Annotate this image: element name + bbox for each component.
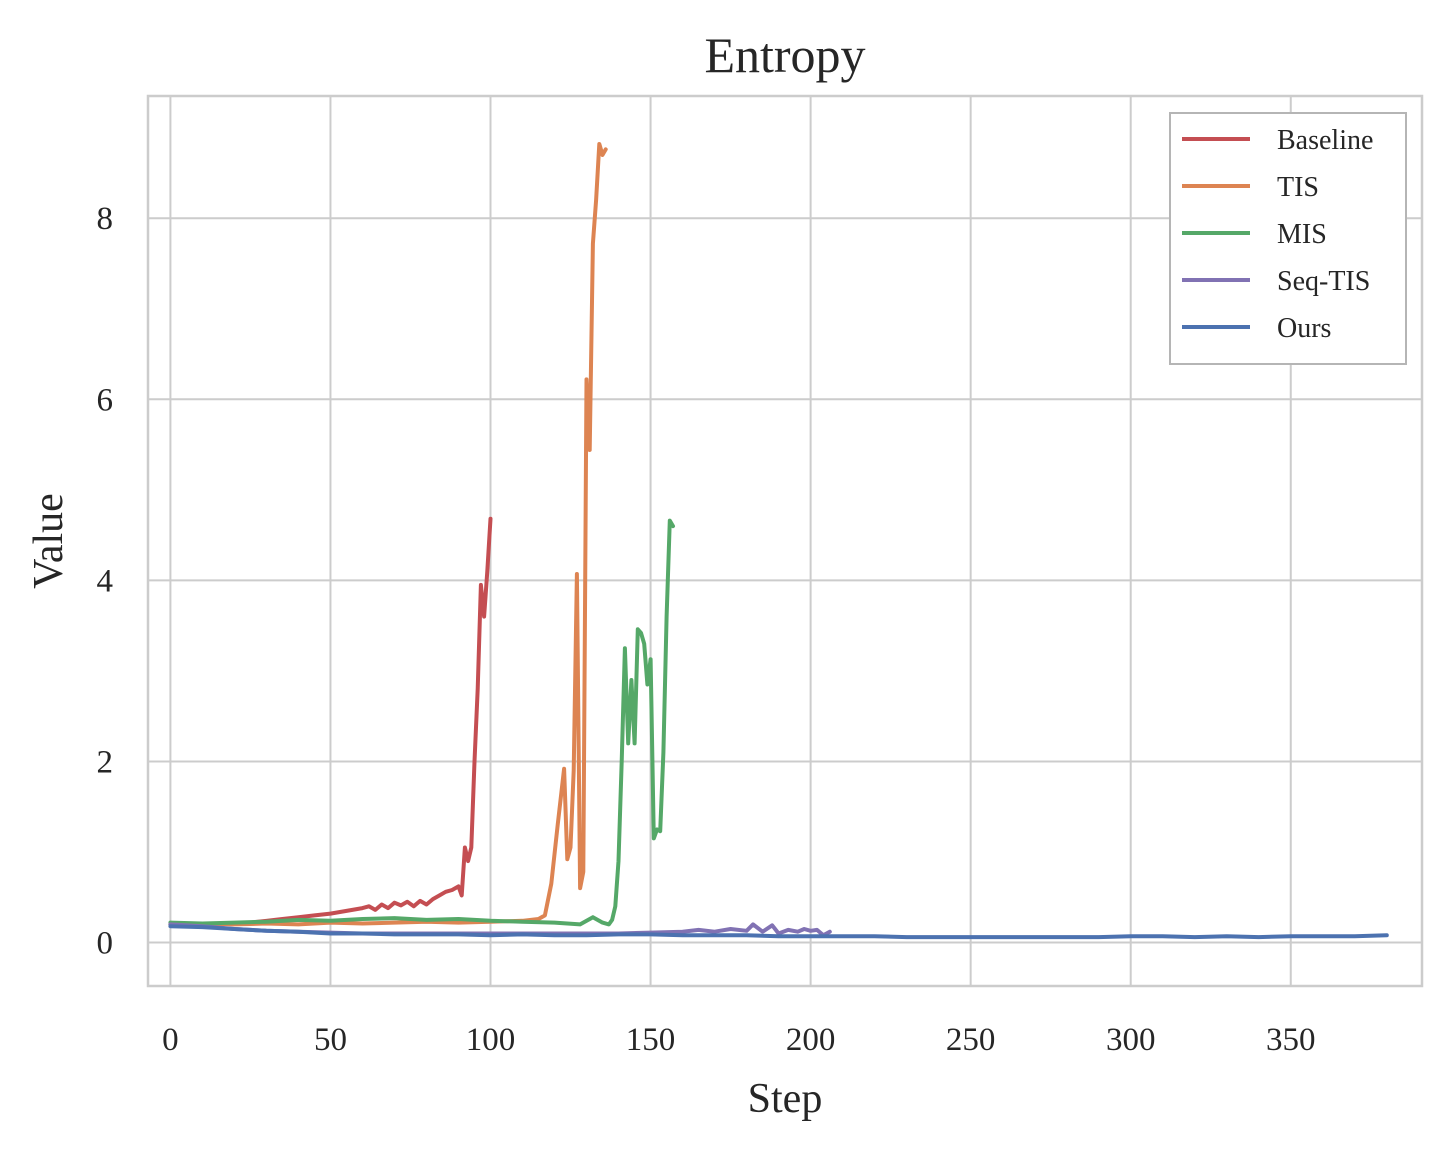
- x-tick-label: 100: [466, 1022, 516, 1058]
- x-tick-label: 150: [626, 1022, 676, 1058]
- plot-area-frame: [146, 94, 1424, 988]
- x-tick-label: 50: [314, 1022, 347, 1058]
- y-tick-label: 8: [97, 201, 114, 237]
- y-tick-label: 2: [97, 744, 114, 780]
- y-tick-label: 6: [97, 382, 114, 418]
- legend-label-tis: TIS: [1277, 172, 1319, 203]
- y-tick-label: 4: [97, 563, 114, 599]
- y-tick-labels: 0 2 4 6 8: [97, 201, 114, 961]
- series-lines: [168, 142, 1389, 940]
- series-line-ours: [168, 924, 1389, 940]
- x-tick-label: 350: [1266, 1022, 1316, 1058]
- x-tick-labels: 0 50 100 150 200 250 300 350: [162, 1022, 1315, 1058]
- x-tick-label: 0: [162, 1022, 179, 1058]
- legend-label-ours: Ours: [1277, 313, 1331, 344]
- chart-title: Entropy: [704, 27, 865, 83]
- series-line-tis: [168, 142, 608, 927]
- legend-box: [1169, 112, 1407, 365]
- legend-label-baseline: Baseline: [1277, 125, 1373, 156]
- x-axis-title: Step: [748, 1076, 823, 1122]
- y-axis-title: Value: [26, 493, 72, 589]
- legend-label-seq-tis: Seq-TIS: [1277, 266, 1370, 297]
- x-tick-label: 250: [946, 1022, 996, 1058]
- x-tick-label: 300: [1106, 1022, 1156, 1058]
- y-tick-label: 0: [97, 926, 114, 962]
- legend: Baseline TIS MIS Seq-TIS Ours: [1169, 112, 1407, 365]
- legend-label-mis: MIS: [1277, 219, 1327, 250]
- x-tick-label: 200: [786, 1022, 836, 1058]
- series-line-mis: [168, 518, 675, 927]
